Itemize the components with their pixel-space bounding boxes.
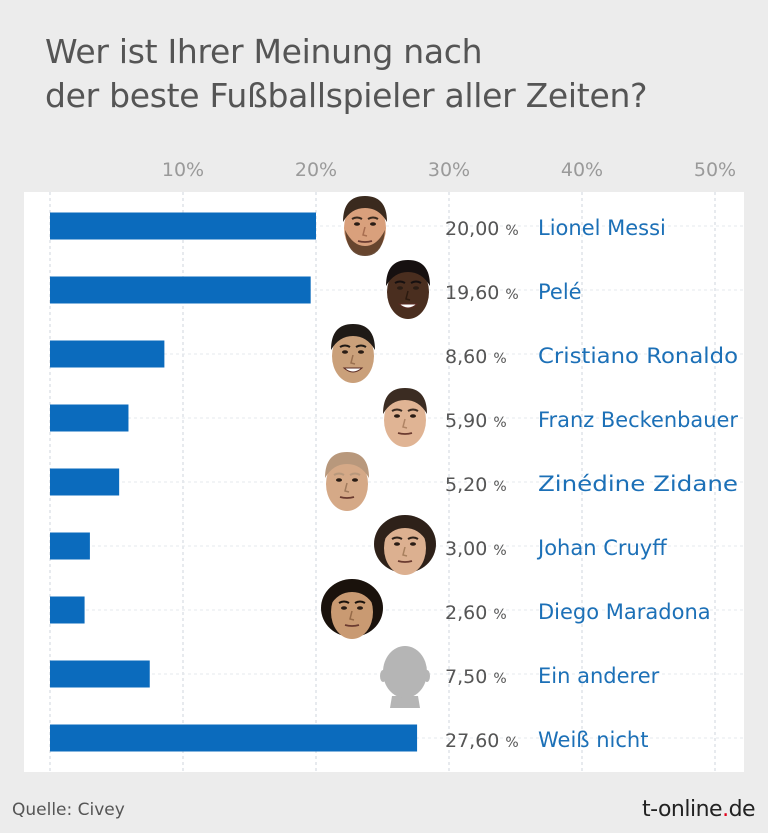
category-label: Lionel Messi <box>538 216 666 240</box>
category-label: Zinédine Zidane <box>538 472 738 496</box>
value-label: 7,50% <box>445 666 507 688</box>
brand-prefix: t-online <box>642 797 723 822</box>
bar-1 <box>50 276 311 304</box>
value-label: 27,60% <box>445 730 519 752</box>
bar-3 <box>50 404 129 432</box>
value-number: 5,90 <box>445 410 487 432</box>
bar-5 <box>50 532 90 560</box>
value-number: 5,20 <box>445 474 487 496</box>
bar-2 <box>50 340 165 368</box>
value-label: 20,00% <box>445 218 519 240</box>
value-number: 20,00 <box>445 218 499 240</box>
value-number: 27,60 <box>445 730 499 752</box>
category-labels: Lionel Messi Pelé Cristiano Ronaldo Franz B… <box>536 216 738 752</box>
bars <box>50 212 418 752</box>
brand-dot: . <box>722 797 729 822</box>
value-labels: 20,00 %19,60 %8,60 %5,90 %5,20 %3,00 %2,60 %7,5… <box>445 218 519 752</box>
category-label: Pelé <box>538 280 582 304</box>
brand-logo: t-online.de <box>642 797 756 822</box>
value-number: 7,50 <box>445 666 487 688</box>
value-label: 5,90% <box>445 410 507 432</box>
x-tick-label: 50% <box>694 159 736 181</box>
value-unit: % <box>493 415 506 431</box>
value-label: 2,60% <box>445 602 507 624</box>
messi-portrait <box>343 196 387 256</box>
silhouette-portrait <box>380 646 430 708</box>
value-label: 5,20% <box>445 474 507 496</box>
category-label: Weiß nicht <box>538 728 648 752</box>
category-label: Johan Cruyff <box>536 536 667 560</box>
ronaldo-portrait <box>331 324 375 383</box>
value-unit: % <box>493 351 506 367</box>
value-number: 2,60 <box>445 602 487 624</box>
category-label: Diego Maradona <box>538 600 711 624</box>
value-unit: % <box>493 607 506 623</box>
axis-tick-labels: 10% 20% 30% 40% 50% <box>162 159 736 181</box>
chart-title: Wer ist Ihrer Meinung nach der beste Fuß… <box>45 30 745 118</box>
category-label: Cristiano Ronaldo <box>538 344 738 368</box>
portraits <box>321 196 436 708</box>
source-note: Quelle: Civey <box>12 800 125 820</box>
brand-suffix: de <box>728 797 756 822</box>
beckenbauer-portrait <box>383 388 427 447</box>
maradona-portrait <box>321 579 383 639</box>
pele-portrait <box>386 260 430 319</box>
value-label: 8,60% <box>445 346 507 368</box>
value-unit: % <box>505 735 518 751</box>
bar-0 <box>50 212 316 240</box>
x-tick-label: 10% <box>162 159 204 181</box>
bar-4 <box>50 468 120 496</box>
x-tick-label: 30% <box>428 159 470 181</box>
value-unit: % <box>505 287 518 303</box>
value-number: 19,60 <box>445 282 499 304</box>
value-unit: % <box>505 223 518 239</box>
chart-title-line-2: der beste Fußballspieler aller Zeiten? <box>45 76 648 115</box>
x-tick-label: 40% <box>561 159 603 181</box>
zidane-portrait <box>325 452 369 511</box>
value-unit: % <box>493 671 506 687</box>
value-number: 8,60 <box>445 346 487 368</box>
value-unit: % <box>493 479 506 495</box>
category-label: Ein anderer <box>538 664 660 688</box>
bar-6 <box>50 596 85 624</box>
value-unit: % <box>493 543 506 559</box>
bar-7 <box>50 660 150 688</box>
bar-8 <box>50 724 418 752</box>
chart-title-line-1: Wer ist Ihrer Meinung nach <box>45 32 483 71</box>
x-tick-label: 20% <box>295 159 337 181</box>
category-label: Franz Beckenbauer <box>538 408 738 432</box>
cruyff-portrait <box>374 515 436 575</box>
value-label: 3,00% <box>445 538 507 560</box>
value-number: 3,00 <box>445 538 487 560</box>
value-label: 19,60% <box>445 282 519 304</box>
